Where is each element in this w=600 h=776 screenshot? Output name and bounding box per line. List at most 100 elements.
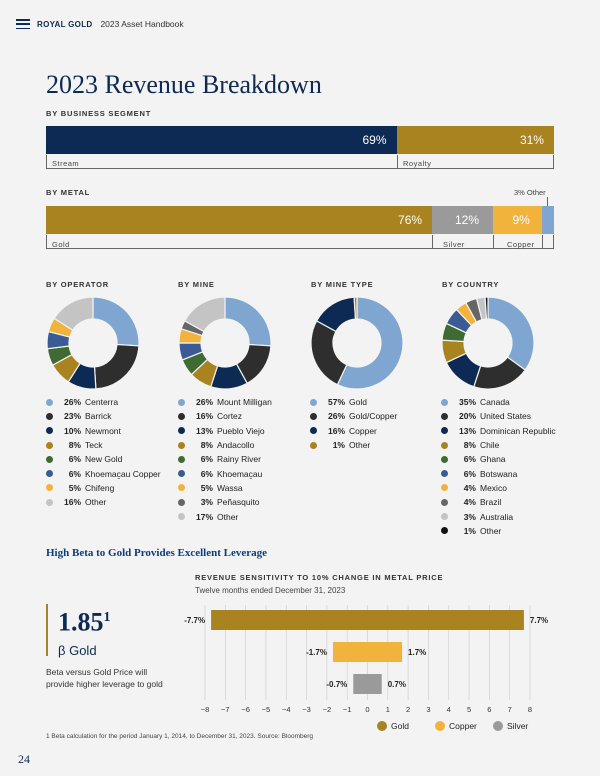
minetype-legend-swatch bbox=[310, 441, 317, 449]
country-legend-pct: 4% bbox=[463, 482, 476, 493]
mine-heading: BY MINE bbox=[178, 280, 215, 289]
mine-legend-name: Wassa bbox=[217, 482, 243, 493]
mine-legend-name: Peñasquito bbox=[217, 497, 260, 508]
x-tick-label: 1 bbox=[386, 705, 390, 714]
x-tick-label: 7 bbox=[508, 705, 512, 714]
operator-legend-item: 23% Barrick bbox=[46, 409, 161, 423]
x-tick-label: −6 bbox=[241, 705, 250, 714]
mine-legend-swatch bbox=[178, 427, 185, 435]
page-header: ROYAL GOLD 2023 Asset Handbook bbox=[16, 13, 184, 35]
x-tick-label: 2 bbox=[406, 705, 410, 714]
operator-legend-pct: 16% bbox=[63, 497, 81, 508]
mine-legend-pct: 17% bbox=[195, 511, 213, 522]
x-tick-label: −5 bbox=[262, 705, 271, 714]
country-legend-swatch bbox=[441, 427, 448, 435]
operator-legend-pct: 26% bbox=[63, 397, 81, 408]
metal-silver-label: Silver bbox=[443, 240, 465, 249]
segment-stream-pct: 69% bbox=[362, 133, 387, 147]
beta-value: 1.85 bbox=[58, 607, 104, 637]
gold-legend-label: Gold bbox=[391, 721, 409, 731]
country-legend-swatch bbox=[441, 484, 448, 492]
operator-legend-pct: 23% bbox=[63, 411, 81, 422]
operator-legend-swatch bbox=[46, 441, 53, 449]
x-tick-label: 5 bbox=[467, 705, 471, 714]
minetype-donut-chart bbox=[310, 296, 404, 390]
mine-slice-0 bbox=[224, 296, 272, 347]
operator-legend-item: 6% New Gold bbox=[46, 452, 161, 466]
country-legend-name: Canada bbox=[480, 397, 510, 408]
operator-legend-pct: 5% bbox=[68, 482, 81, 493]
metal-bracket bbox=[46, 235, 554, 249]
operator-slice-7 bbox=[53, 296, 94, 331]
copper-sensitivity-bar bbox=[332, 642, 403, 662]
metal-silver-pct: 12% bbox=[455, 213, 480, 227]
mine-legend-name: Khoemac̱au bbox=[217, 468, 263, 479]
x-tick-label: −8 bbox=[201, 705, 210, 714]
minetype-legend-item: 16% Copper bbox=[310, 424, 397, 438]
country-legend-pct: 13% bbox=[458, 425, 476, 436]
mine-legend-name: Cortez bbox=[217, 411, 243, 422]
minetype-legend: 57% Gold 26% Gold/Copper 16% Copper 1% Other bbox=[310, 395, 397, 452]
operator-donut-chart bbox=[46, 296, 140, 390]
mine-donut-chart bbox=[178, 296, 272, 390]
mine-legend-name: Other bbox=[217, 511, 239, 522]
mine-legend-pct: 6% bbox=[200, 454, 213, 465]
country-donut-chart bbox=[441, 296, 535, 390]
silver-high-label: 0.7% bbox=[388, 680, 406, 689]
country-legend-name: Chile bbox=[480, 440, 500, 451]
country-legend-item: 4% Brazil bbox=[441, 495, 556, 509]
country-legend-swatch bbox=[441, 455, 448, 463]
country-legend-item: 3% Australia bbox=[441, 509, 556, 523]
mine-legend-pct: 16% bbox=[195, 411, 213, 422]
country-legend-pct: 3% bbox=[463, 511, 476, 522]
country-legend-item: 1% Other bbox=[441, 524, 556, 538]
country-legend-name: Australia bbox=[480, 511, 514, 522]
country-legend-swatch bbox=[441, 513, 448, 521]
mine-legend-pct: 26% bbox=[195, 397, 213, 408]
menu-icon[interactable] bbox=[16, 19, 30, 29]
minetype-legend-pct: 16% bbox=[327, 425, 345, 436]
beta-label: β Gold bbox=[58, 642, 97, 658]
copper-low-label: -1.7% bbox=[306, 648, 327, 657]
minetype-legend-name: Gold/Copper bbox=[349, 411, 398, 422]
operator-legend-name: Other bbox=[85, 497, 107, 508]
mine-legend-name: Rainy River bbox=[217, 454, 261, 465]
segment-royalty-label: Royalty bbox=[403, 159, 432, 168]
country-slice-0 bbox=[487, 296, 535, 371]
brand-logo: ROYAL GOLD bbox=[37, 19, 93, 29]
mine-legend-item: 3% Peñasquito bbox=[178, 495, 272, 509]
minetype-heading: BY MINE TYPE bbox=[311, 280, 374, 289]
mine-legend-pct: 8% bbox=[200, 440, 213, 451]
metal-divider-1 bbox=[432, 235, 433, 249]
country-legend-swatch bbox=[441, 441, 448, 449]
country-legend-swatch bbox=[441, 527, 448, 535]
minetype-legend-swatch bbox=[310, 398, 317, 406]
metal-other-leader bbox=[547, 197, 548, 206]
operator-legend-name: Barrick bbox=[85, 411, 112, 422]
operator-legend-swatch bbox=[46, 470, 53, 478]
beta-footnote-mark: 1 bbox=[103, 610, 111, 625]
mine-legend-swatch bbox=[178, 484, 185, 492]
x-tick-label: −2 bbox=[323, 705, 332, 714]
metal-gold-label: Gold bbox=[52, 240, 70, 249]
country-legend-item: 13% Dominican Republic bbox=[441, 424, 556, 438]
minetype-slice-3 bbox=[353, 296, 358, 320]
metal-bar: 76% 12% 9% bbox=[46, 206, 554, 234]
mine-legend-swatch bbox=[178, 441, 185, 449]
mine-legend-swatch bbox=[178, 398, 185, 406]
beta-callout: 1.851 β Gold bbox=[46, 604, 111, 658]
mine-legend-item: 6% Khoemac̱au bbox=[178, 466, 272, 480]
minetype-legend-name: Copper bbox=[349, 425, 377, 436]
operator-legend-name: Teck bbox=[85, 440, 103, 451]
gold-low-label: -7.7% bbox=[184, 616, 205, 625]
country-legend-pct: 6% bbox=[463, 468, 476, 479]
country-legend-swatch bbox=[441, 470, 448, 478]
metal-copper-label: Copper bbox=[507, 240, 535, 249]
country-legend-item: 6% Botswana bbox=[441, 466, 556, 480]
beta-heading: High Beta to Gold Provides Excellent Lev… bbox=[46, 547, 267, 559]
beta-value-wrap: 1.851 bbox=[58, 604, 111, 637]
mine-legend-pct: 5% bbox=[200, 482, 213, 493]
country-heading: BY COUNTRY bbox=[442, 280, 500, 289]
gold-sensitivity-bar bbox=[211, 610, 524, 630]
mine-legend-name: Mount Milligan bbox=[217, 397, 272, 408]
